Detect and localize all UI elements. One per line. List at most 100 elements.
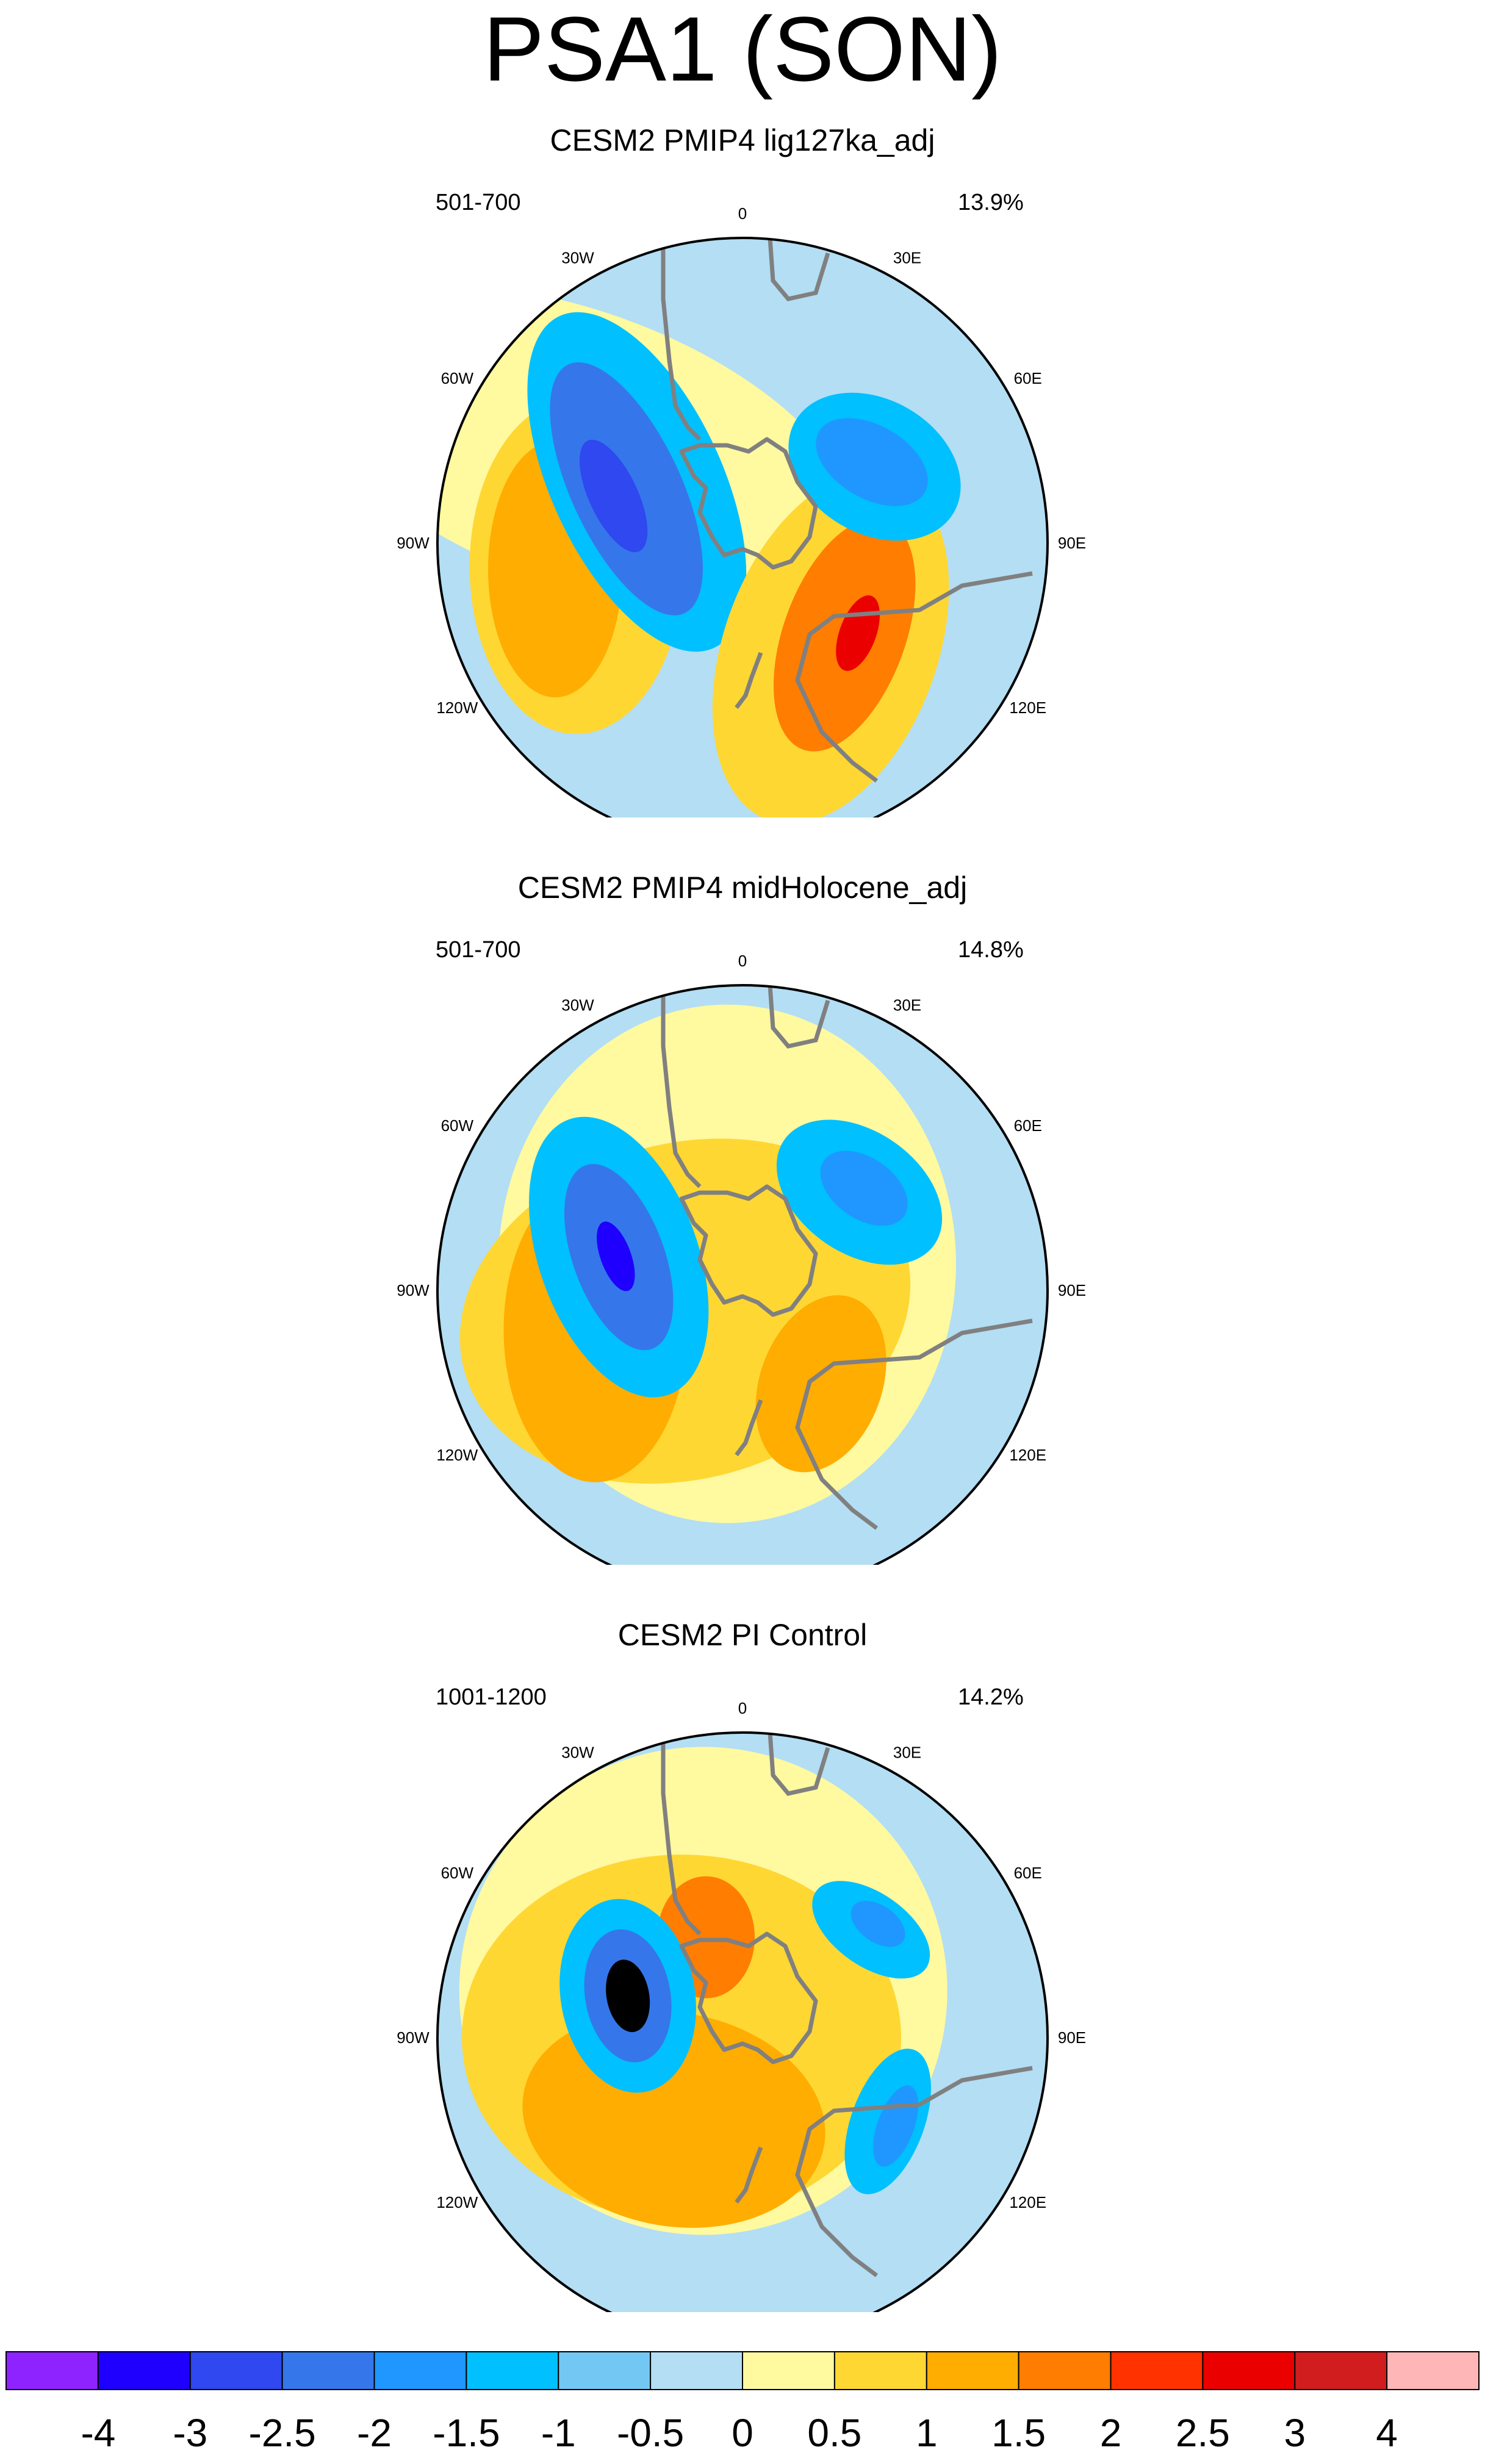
lon-label: 60E [1014, 1864, 1042, 1882]
colorbar-swatch-7 [650, 2351, 743, 2390]
australia-coastline [795, 2066, 1033, 2277]
colorbar-swatch-15 [1386, 2351, 1480, 2390]
panel-percent: 14.2% [958, 1684, 1024, 1710]
lon-label: 0 [738, 952, 747, 970]
lon-label: 120W [436, 1446, 478, 1464]
lon-label: 0 [738, 204, 747, 223]
figure-title: PSA1 (SON) [483, 0, 1002, 100]
panel-title: CESM2 PMIP4 midHolocene_adj [517, 871, 968, 905]
new-zealand-coastline [735, 1399, 763, 1457]
colorbar-label: -1.5 [433, 2411, 500, 2455]
lon-label: 120E [1009, 1446, 1046, 1464]
colorbar-label: 3 [1284, 2411, 1306, 2455]
map-outline [436, 1731, 1049, 2312]
lon-label: 90W [397, 2028, 430, 2047]
lon-label: 30W [561, 248, 594, 267]
south-america-coastline [661, 985, 702, 1188]
south-america-coastline [661, 238, 702, 441]
colorbar-swatch-1 [97, 2351, 191, 2390]
lon-label: 60E [1014, 1116, 1042, 1135]
panel-percent: 13.9% [958, 190, 1024, 215]
colorbar-label: 2 [1100, 2411, 1122, 2455]
lon-label: 30E [893, 996, 921, 1014]
colorbar-swatch-9 [833, 2351, 927, 2390]
lon-label: 30W [561, 1743, 594, 1761]
new-zealand-coastline [735, 2146, 763, 2204]
colorbar-label: -1 [541, 2411, 576, 2455]
colorbar: -4 -3 -2.5 -2 -1.5 -1 -0.5 0 0.5 1 1.5 2 2.5 3 4 [5, 2351, 1480, 2455]
lon-label: 90W [397, 534, 430, 552]
lon-label: 60W [441, 1864, 474, 1882]
lon-label: 120E [1009, 699, 1046, 717]
colorbar-label: 1 [916, 2411, 938, 2455]
africa-coastline [768, 238, 830, 301]
colorbar-label: 1.5 [991, 2411, 1046, 2455]
colorbar-swatch-2 [189, 2351, 283, 2390]
map-panel-lig127ka: CESM2 PMIP4 lig127ka_adj 501-700 13.9% 0… [0, 116, 1485, 817]
lon-label: 90E [1058, 534, 1086, 552]
colorbar-swatch-5 [466, 2351, 559, 2390]
lon-label: 90E [1058, 2028, 1086, 2047]
colorbar-swatch-13 [1202, 2351, 1296, 2390]
lon-label: 120E [1009, 2193, 1046, 2211]
colorbar-label: -2.5 [248, 2411, 315, 2455]
australia-coastline [795, 571, 1033, 783]
contour-region-5 [579, 439, 648, 553]
panel-percent: 14.8% [958, 937, 1024, 963]
colorbar-label: -3 [173, 2411, 207, 2455]
contour-region-6 [606, 1959, 650, 2033]
contour-region-10 [816, 418, 928, 506]
contour-region-8 [820, 1151, 908, 1226]
colorbar-swatch-4 [373, 2351, 467, 2390]
panel-years: 1001-1200 [436, 1684, 547, 1710]
colorbar-swatch-6 [558, 2351, 652, 2390]
panel-years: 501-700 [436, 190, 521, 215]
contour-region-3 [755, 1295, 886, 1473]
lon-label: 0 [738, 1699, 747, 1717]
lon-label: 60W [441, 1116, 474, 1135]
panel-title: CESM2 PMIP4 lig127ka_adj [550, 123, 935, 157]
map-outline [436, 237, 1049, 817]
lon-label: 120W [436, 699, 478, 717]
polar-map-2: 030E60E90E120E150E180150W120W90W60W30W [397, 1699, 1086, 2312]
colorbar-swatch-8 [742, 2351, 835, 2390]
australia-coastline [795, 1318, 1033, 1530]
colorbar-swatch-12 [1110, 2351, 1204, 2390]
colorbar-swatch-11 [1018, 2351, 1112, 2390]
panel-title: CESM2 PI Control [617, 1618, 868, 1652]
colorbar-label: 4 [1376, 2411, 1398, 2455]
colorbar-swatch-0 [5, 2351, 99, 2390]
antarctica-coastline [679, 437, 818, 570]
polar-map-0: 030E60E90E120E150E180150W120W90W60W30W [397, 204, 1086, 817]
panel-years: 501-700 [436, 937, 521, 963]
lon-label: 90E [1058, 1281, 1086, 1299]
lon-label: 120W [436, 2193, 478, 2211]
map-panel-pi-control: CESM2 PI Control 1001-1200 14.2% 0 30E 60E… [0, 1611, 1485, 2312]
lon-label: 30E [893, 248, 921, 267]
map-panel-midholocene: CESM2 PMIP4 midHolocene_adj 501-700 14.8… [0, 863, 1485, 1565]
colorbar-label: -4 [81, 2411, 115, 2455]
lon-label: 90W [397, 1281, 430, 1299]
colorbar-swatch-3 [281, 2351, 375, 2390]
colorbar-label: 0.5 [807, 2411, 861, 2455]
colorbar-label: -0.5 [617, 2411, 684, 2455]
africa-coastline [768, 1733, 830, 1796]
lon-label: 30E [893, 1743, 921, 1761]
contour-region-8 [850, 1900, 905, 1947]
antarctica-coastline [679, 1184, 818, 1317]
new-zealand-coastline [735, 652, 763, 709]
polar-map-1: 030E60E90E120E150E180150W120W90W60W30W [397, 952, 1086, 1565]
lon-label: 30W [561, 996, 594, 1014]
colorbar-label: -2 [357, 2411, 392, 2455]
contour-region-6 [597, 1221, 635, 1291]
lon-label: 60W [441, 369, 474, 387]
lon-label: 60E [1014, 369, 1042, 387]
colorbar-label: 0 [732, 2411, 753, 2455]
antarctica-coastline [679, 1931, 818, 2064]
africa-coastline [768, 985, 830, 1049]
south-america-coastline [661, 1733, 702, 1936]
colorbar-label: 2.5 [1176, 2411, 1230, 2455]
colorbar-swatch-10 [926, 2351, 1019, 2390]
colorbar-swatch-14 [1294, 2351, 1388, 2390]
map-outline [436, 984, 1049, 1565]
